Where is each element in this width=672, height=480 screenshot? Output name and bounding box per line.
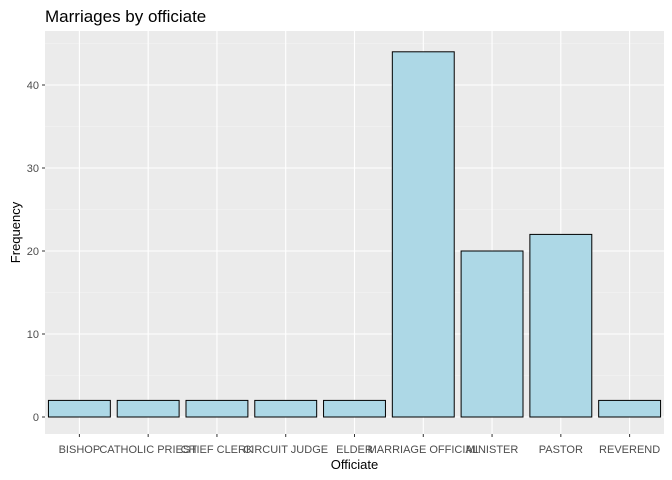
y-tick-label: 0 [33,412,39,424]
x-tick-label: ELDER [336,444,373,456]
x-tick-label: BISHOP [59,444,101,456]
y-axis-ticks: 0 10 20 30 40 [27,80,45,424]
bar [47,399,111,418]
x-tick-label: REVEREND [599,444,660,456]
x-tick-label: MINISTER [466,444,519,456]
bar [598,399,662,418]
bar [185,399,249,418]
bar [254,399,318,418]
y-tick-label: 20 [27,246,39,258]
x-tick-label: CIRCUIT JUDGE [243,444,328,456]
bar [391,51,455,418]
bar [116,399,180,418]
bar [323,399,386,418]
y-tick-label: 10 [27,329,39,341]
x-tick-label: CHIEF CLERK [181,444,254,456]
x-tick-label: PASTOR [539,444,583,456]
grid-lines [45,31,664,434]
x-tick-label: MARRIAGE OFFICIAL [368,444,479,456]
y-axis-title: Frequency [8,201,23,263]
x-axis-title: Officiate [331,457,378,472]
chart-title: Marriages by officiate [45,7,206,26]
y-tick-label: 30 [27,163,39,175]
bars [47,51,662,418]
x-tick-label: CATHOLIC PRIEST [99,444,197,456]
bar [460,250,524,418]
bar [529,233,593,418]
y-tick-label: 40 [27,80,39,92]
